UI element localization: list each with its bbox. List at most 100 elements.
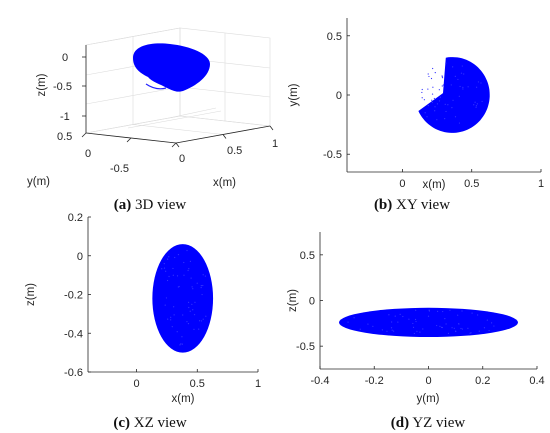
data-point — [459, 96, 460, 97]
data-point — [173, 306, 174, 307]
data-point — [448, 333, 449, 334]
data-point — [395, 316, 396, 317]
data-point — [439, 100, 440, 101]
tick-label: -0.5 — [53, 81, 72, 93]
data-point — [470, 332, 471, 333]
data-point — [452, 100, 453, 101]
caption-letter: (c) — [113, 415, 130, 431]
data-point — [186, 321, 187, 322]
panel-3d: -1 -0.5 0 -0.5 0 0.5 0 0.5 1 z(m) y(m) x… — [27, 28, 278, 213]
data-point — [457, 79, 458, 80]
data-point — [167, 319, 168, 320]
x-tick-label: 0 — [134, 378, 140, 390]
tick-label: 0.5 — [227, 145, 242, 157]
x-tick-label: 1 — [255, 378, 261, 390]
data-point — [432, 102, 433, 103]
data-point — [168, 256, 169, 257]
y-tick-label: 0.5 — [327, 31, 342, 43]
data-point — [429, 310, 430, 311]
data-point — [181, 336, 182, 337]
data-point — [445, 323, 446, 324]
data-point — [188, 302, 189, 303]
data-point — [451, 107, 452, 108]
y-axis-label: y(m) — [288, 83, 300, 106]
caption-text: YZ view — [412, 415, 465, 431]
panel-yz: -0.4 -0.2 0 0.2 0.4-0.500.5y(m)z(m) — [287, 232, 545, 405]
data-point — [172, 326, 173, 327]
point-cloud-3d — [133, 43, 210, 91]
data-point — [478, 81, 479, 82]
data-point — [192, 288, 193, 289]
data-point — [437, 103, 438, 104]
data-point — [173, 275, 174, 276]
y-tick-label: -0.5 — [323, 149, 342, 161]
data-point — [487, 320, 488, 321]
caption-letter: (b) — [374, 197, 392, 213]
data-point — [479, 331, 480, 332]
data-point — [455, 331, 456, 332]
y-axis-label: z(m) — [25, 283, 37, 306]
data-point — [367, 323, 368, 324]
data-point — [425, 112, 426, 113]
data-point — [397, 321, 398, 322]
x-tick-label: 0.4 — [529, 375, 544, 387]
data-point — [164, 268, 165, 269]
data-point — [177, 275, 178, 276]
data-point — [440, 97, 441, 98]
data-point — [459, 122, 460, 123]
data-point — [459, 86, 460, 87]
point-cloud — [152, 244, 213, 353]
data-point — [179, 344, 180, 345]
data-point — [451, 84, 452, 85]
y-tick-label: 0.2 — [68, 212, 83, 224]
y-tick-label: -0.2 — [64, 290, 83, 302]
data-point — [203, 319, 204, 320]
data-point — [455, 116, 456, 117]
x-tick-label: 0.2 — [475, 375, 490, 387]
data-point — [435, 72, 436, 73]
data-point — [462, 65, 463, 66]
data-point — [166, 297, 167, 298]
data-point — [372, 326, 373, 327]
data-point — [428, 76, 429, 77]
data-point — [424, 99, 425, 100]
data-point — [493, 325, 494, 326]
data-point — [481, 101, 482, 102]
data-point — [422, 89, 423, 90]
data-point — [347, 321, 348, 322]
data-point — [439, 89, 440, 90]
data-point — [382, 329, 383, 330]
data-point — [197, 283, 198, 284]
data-point — [461, 73, 462, 74]
data-point — [436, 119, 437, 120]
point-cloud — [418, 57, 489, 133]
data-point — [460, 328, 461, 329]
tick-label: -1 — [60, 111, 70, 123]
data-point — [432, 87, 433, 88]
data-point — [428, 73, 429, 74]
data-point — [419, 331, 420, 332]
tick-label: -0.5 — [110, 163, 129, 175]
data-point — [170, 317, 171, 318]
data-point — [360, 329, 361, 330]
data-point — [198, 328, 199, 329]
data-point — [199, 320, 200, 321]
data-point — [444, 118, 445, 119]
data-point — [194, 314, 195, 315]
data-point — [480, 82, 481, 83]
data-point — [434, 98, 435, 99]
point-cloud-surface — [133, 43, 210, 91]
data-point — [473, 104, 474, 105]
data-point — [192, 309, 193, 310]
caption-letter: (d) — [391, 415, 409, 431]
data-point — [444, 318, 445, 319]
data-point — [462, 87, 463, 88]
data-point — [477, 314, 478, 315]
data-point — [192, 286, 193, 287]
data-point — [186, 250, 187, 251]
data-point — [449, 310, 450, 311]
data-point — [183, 275, 184, 276]
data-point — [434, 106, 435, 107]
data-point — [188, 323, 189, 324]
